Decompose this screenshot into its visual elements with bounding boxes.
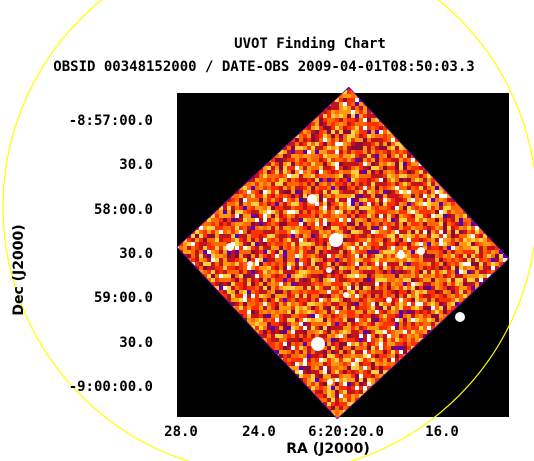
- y-axis-label: Dec (J2000): [11, 224, 27, 316]
- ra-tick-label: 16.0: [425, 424, 459, 440]
- chart-subtitle: OBSID 00348152000 / DATE-OBS 2009-04-01T…: [53, 59, 475, 75]
- dec-tick-label: 30.0: [119, 335, 153, 351]
- dec-tick-label: -9:00:00.0: [68, 379, 153, 395]
- dec-tick-label: -8:57:00.0: [68, 113, 153, 129]
- dec-tick-label: 30.0: [119, 157, 153, 173]
- star-source: [311, 337, 325, 351]
- ra-tick-label: 24.0: [242, 424, 276, 440]
- star-source: [326, 267, 332, 273]
- star-source: [307, 194, 317, 204]
- star-source: [329, 233, 343, 247]
- dec-tick-label: 30.0: [119, 246, 153, 262]
- chart-title: UVOT Finding Chart: [234, 36, 386, 52]
- star-source: [327, 379, 333, 385]
- x-axis-label: RA (J2000): [286, 441, 370, 457]
- star-source: [343, 292, 349, 298]
- star-source: [397, 251, 405, 259]
- star-source: [226, 243, 234, 251]
- star-source: [417, 247, 425, 255]
- ra-tick-label: 6:20:20.0: [308, 424, 384, 440]
- star-source: [455, 312, 465, 322]
- ra-tick-label: 28.0: [164, 424, 198, 440]
- star-source: [386, 297, 392, 303]
- dec-tick-label: 59:00.0: [93, 290, 153, 306]
- star-source: [247, 261, 253, 267]
- dec-tick-label: 58:00.0: [93, 202, 153, 218]
